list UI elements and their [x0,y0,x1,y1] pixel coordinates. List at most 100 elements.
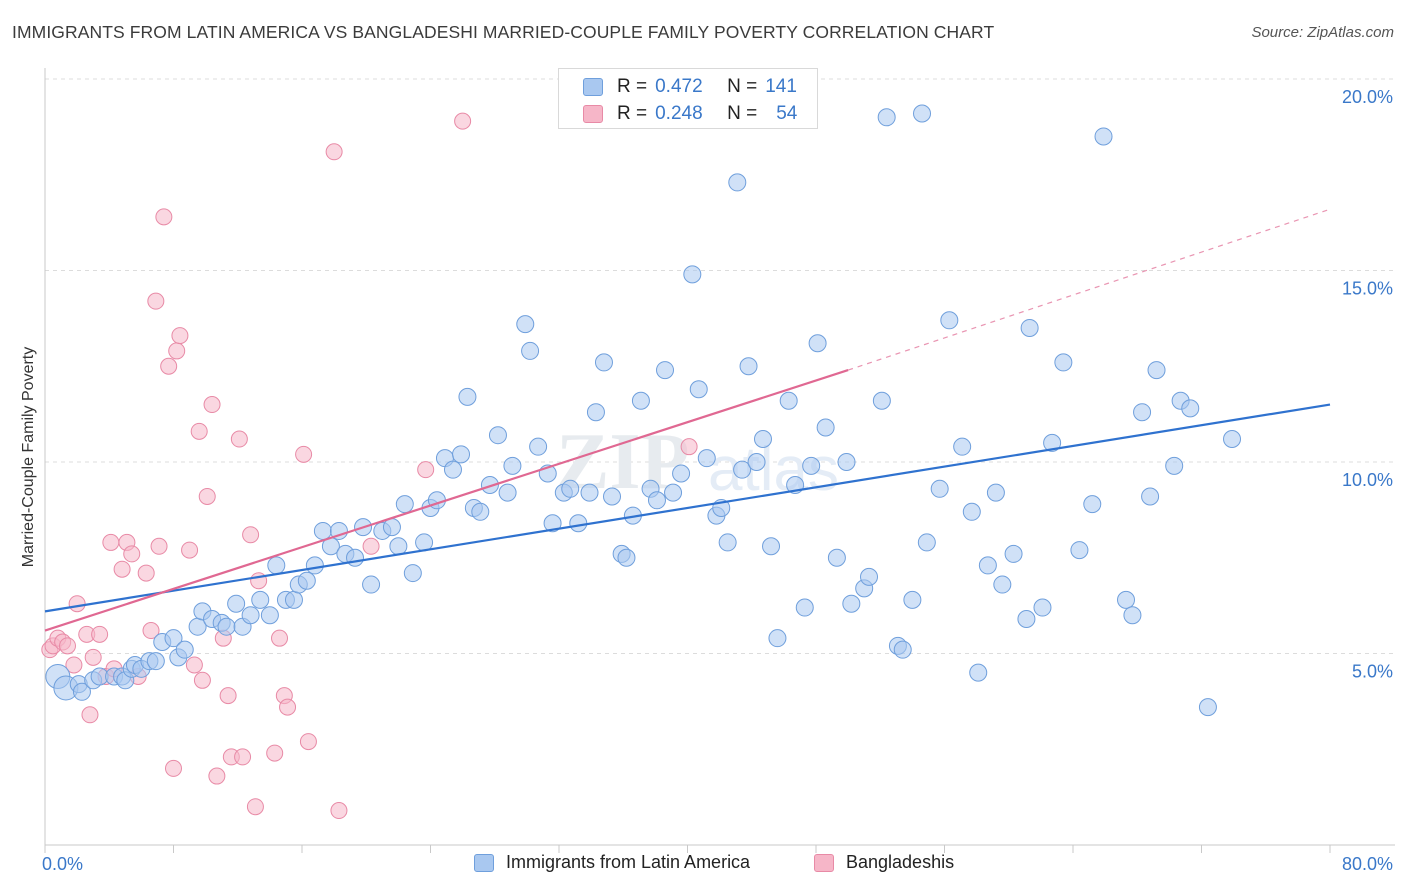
latin-america-point [471,502,490,521]
latin-america-point [1004,544,1023,563]
bangladeshis-point [160,357,178,375]
latin-america-point [683,265,702,284]
latin-america-point [978,556,997,575]
latin-america-point [762,537,781,556]
latin-america-point [1141,487,1160,506]
latin-america-point [795,598,814,617]
latin-america-point [503,456,522,475]
latin-america-point [953,437,972,456]
legend-item-bangladeshis[interactable]: Bangladeshis [814,852,954,873]
latin-america-point [969,663,988,682]
latin-america-point [753,430,772,449]
latin-america-point [993,575,1012,594]
bangladeshis-point [680,438,698,456]
latin-america-point [488,426,507,445]
latin-america-point [1094,127,1113,146]
bangladeshis-point [150,537,168,555]
bangladeshis-point [198,487,216,505]
bangladeshis-point [242,526,260,544]
latin-america-point [689,380,708,399]
n-label: N = [727,76,758,97]
bangladeshis-point [181,541,199,559]
legend-label: Bangladeshis [846,852,955,872]
x-tick-label-max: 80.0% [1342,854,1393,874]
bangladeshis-trend-extension [847,208,1331,371]
bangladeshis-point [219,687,237,705]
axes [44,68,1395,853]
latin-america-point [227,594,246,613]
latin-america-point [146,652,165,671]
latin-america-point [802,456,821,475]
latin-america-point [284,590,303,609]
latin-america-point [656,361,675,380]
latin-america-point [728,173,747,192]
latin-america-point [631,391,650,410]
legend-item-latin-america[interactable]: Immigrants from Latin America [474,852,750,873]
bangladeshis-point [271,629,289,647]
latin-america-point [872,391,891,410]
latin-america-point [1017,610,1036,629]
latin-america-point [498,483,517,502]
y-tick-label: 5.0% [1352,662,1393,682]
latin-america-point [962,502,981,521]
latin-america-point [569,514,588,533]
bangladeshis-point [362,537,380,555]
latin-america-point [260,606,279,625]
latin-america-point [1181,399,1200,418]
bangladeshis-point [234,748,252,766]
bangladeshis-point [91,625,109,643]
latin-america-point [1147,361,1166,380]
r-label: R = [617,103,648,124]
bangladeshis-point [417,461,435,479]
latin-america-point [1165,456,1184,475]
latin-america-point [816,418,835,437]
bangladeshis-point [165,759,182,777]
latin-america-point [1033,598,1052,617]
bangladeshis-point [190,422,208,440]
x-tick-label-min: 0.0% [42,854,83,874]
latin-america-point [586,403,605,422]
bangladeshis-point [137,564,155,582]
tick-labels: 5.0% 10.0% 15.0% 20.0% 0.0% 80.0% [42,87,1393,874]
bangladeshis-point [58,637,76,655]
latin-america-point [241,606,260,625]
latin-america-point [543,514,562,533]
latin-america-point [452,445,471,464]
latin-america-point [251,590,270,609]
latin-america-point [860,567,879,586]
latin-america-point [739,357,758,376]
latin-america-point [580,483,599,502]
latin-america-point [594,353,613,372]
latin-america-point [986,483,1005,502]
stats-row-bangladeshis: R = 0.248 N = 54 [583,103,797,125]
chart-title: IMMIGRANTS FROM LATIN AMERICA VS BANGLAD… [12,22,995,42]
latin-america-point [305,556,324,575]
latin-america-point [1223,430,1242,449]
stats-legend: R = 0.472 N = 141 R = 0.248 N = 54 [558,68,818,129]
latin-america-point [389,537,408,556]
bangladeshis-point [123,545,141,563]
latin-america-point [164,629,183,648]
legend-swatch-pink [814,853,834,872]
legend-label: Immigrants from Latin America [506,852,751,872]
latin-america-point [1054,353,1073,372]
y-tick-label: 20.0% [1342,87,1393,107]
bangladeshis-point [155,208,173,226]
bangladeshis-point [208,767,226,785]
latin-america-points [45,104,1242,717]
y-tick-label: 15.0% [1342,279,1393,299]
bangladeshis-point [113,560,131,578]
latin-america-point [779,391,798,410]
latin-america-point [718,533,737,552]
latin-america-point [458,387,477,406]
latin-america-point [917,533,936,552]
n-label: N = [727,103,758,124]
n-value: 54 [776,103,798,124]
latin-america-point [516,315,535,334]
latin-america-point [842,594,861,613]
bangladeshis-point [325,143,343,161]
latin-america-point [362,575,381,594]
latin-america-point [1083,495,1102,514]
legend-swatch-pink [583,105,603,123]
